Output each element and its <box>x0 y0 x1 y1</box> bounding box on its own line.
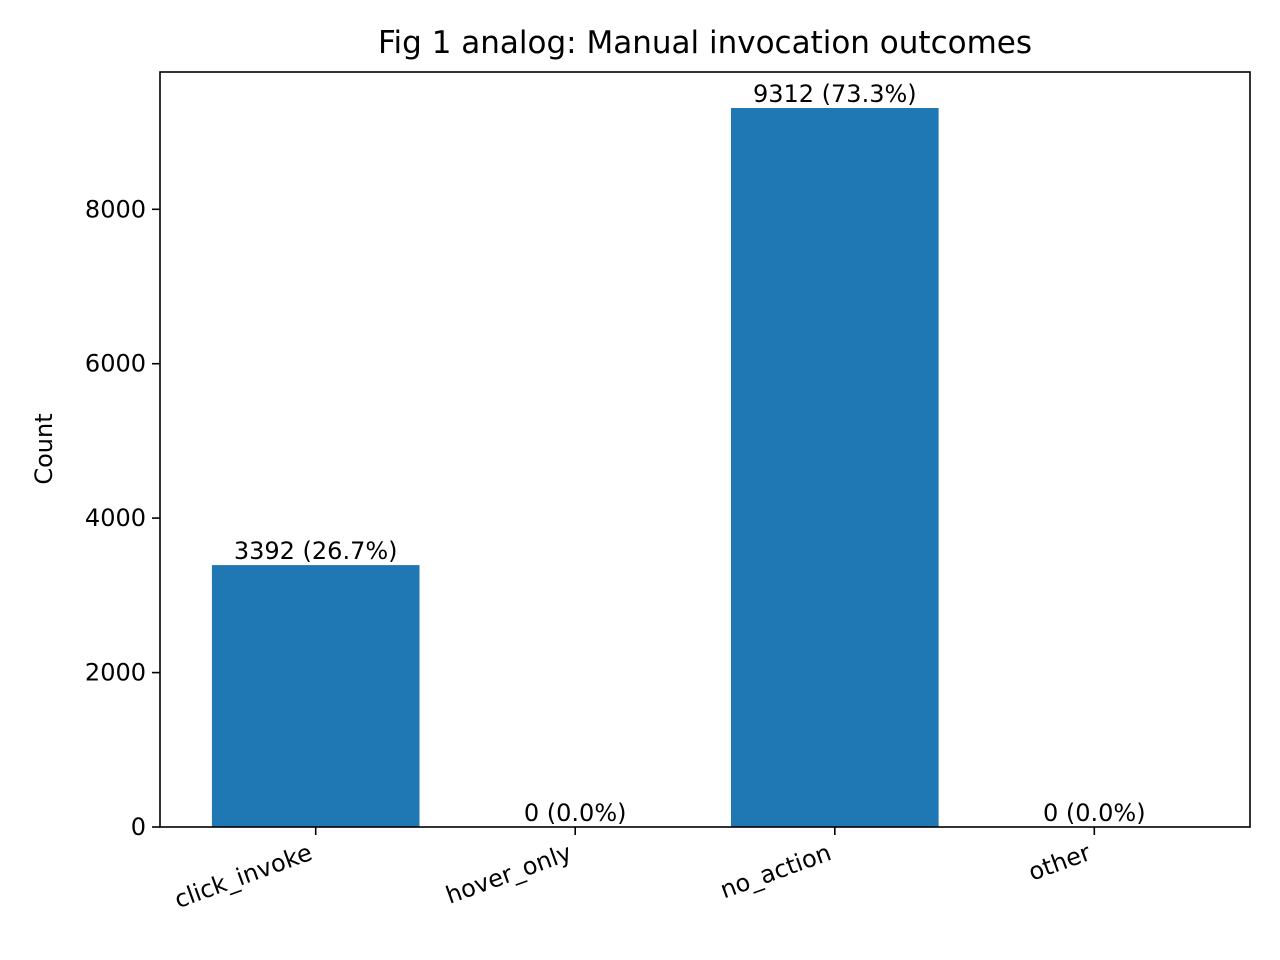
data-label-no_action: 9312 (73.3%) <box>753 80 917 108</box>
y-tick-label: 2000 <box>85 659 146 687</box>
x-tick-label: no_action <box>716 838 834 904</box>
plot-area: 3392 (26.7%) 0 (0.0%) 9312 (73.3%) 0 (0.0%)… <box>85 80 1146 914</box>
data-label-other: 0 (0.0%) <box>1043 799 1146 827</box>
chart-title: Fig 1 analog: Manual invocation outcomes <box>378 25 1032 61</box>
x-tick-label: hover_only <box>442 838 575 909</box>
y-tick-label: 4000 <box>85 504 146 532</box>
data-label-click_invoke: 3392 (26.7%) <box>234 537 398 565</box>
x-tick-label: other <box>1025 838 1095 886</box>
y-tick-label: 6000 <box>85 350 146 378</box>
y-tick-label: 8000 <box>85 195 146 223</box>
y-axis-label: Count <box>30 413 58 484</box>
plot-frame <box>159 71 1251 828</box>
y-tick-label: 0 <box>131 813 146 841</box>
data-label-hover_only: 0 (0.0%) <box>524 799 627 827</box>
x-tick-label: click_invoke <box>171 838 316 914</box>
bar-click_invoke <box>211 565 420 827</box>
bar-no_action <box>731 108 939 827</box>
